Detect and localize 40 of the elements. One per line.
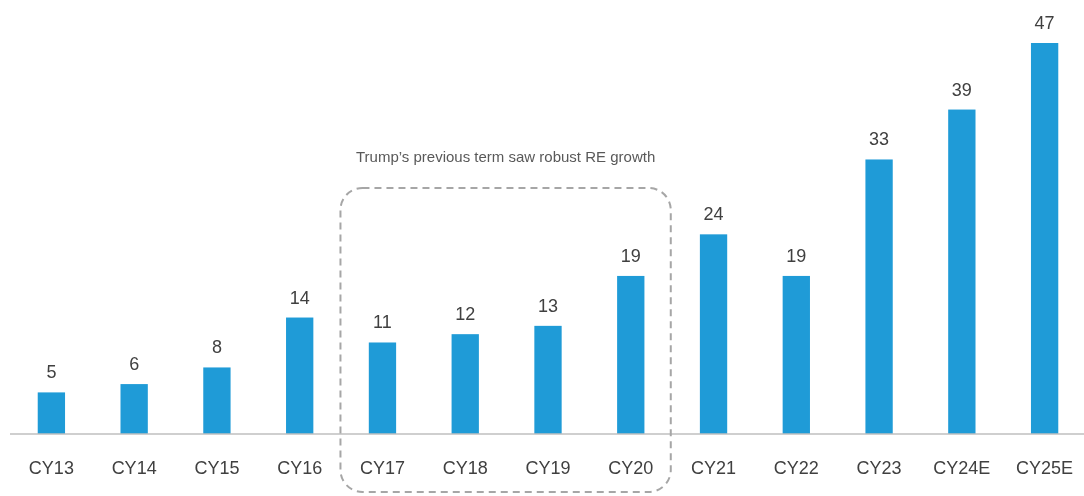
x-tick-label: CY19 (525, 458, 571, 478)
x-tick-label: CY14 (111, 458, 157, 478)
bar (948, 109, 976, 434)
bar (120, 384, 148, 434)
data-label: 24 (703, 204, 724, 225)
annotation: Trump’s previous term saw robust RE growth (355, 148, 656, 165)
x-tick-label: CY22 (773, 458, 819, 478)
x-tick-label: CY15 (194, 458, 240, 478)
data-label: 47 (1034, 13, 1055, 33)
x-tick-label: CY21 (691, 458, 737, 478)
bar (203, 367, 231, 434)
data-label: 33 (869, 129, 890, 150)
bar (368, 342, 397, 434)
data-label: 6 (129, 354, 140, 375)
x-tick-label: CY16 (277, 458, 323, 478)
x-tick-label: CY20 (608, 458, 654, 478)
data-label: 11 (373, 312, 392, 333)
x-tick-label: CY13 (28, 458, 74, 478)
x-tick-label: CY23 (856, 458, 902, 478)
bar (286, 317, 314, 434)
data-label: 39 (951, 79, 972, 100)
x-tick-label: CY25E (1016, 458, 1074, 478)
data-label: 5 (46, 362, 57, 383)
bar (534, 325, 562, 434)
data-label: 14 (289, 287, 310, 308)
bar (37, 392, 66, 434)
bar (865, 159, 893, 434)
bar (617, 275, 645, 434)
data-label: 13 (537, 295, 559, 316)
data-label: 19 (620, 245, 641, 266)
bar (451, 334, 479, 434)
bar (1030, 43, 1059, 434)
data-label: 12 (455, 304, 476, 325)
bar (699, 234, 728, 434)
data-label: 19 (786, 245, 807, 266)
data-label: 8 (211, 337, 222, 358)
x-tick-label: CY24E (933, 458, 991, 478)
x-tick-label: CY18 (442, 458, 488, 478)
x-tick-label: CY17 (359, 458, 405, 478)
bar (782, 275, 810, 434)
